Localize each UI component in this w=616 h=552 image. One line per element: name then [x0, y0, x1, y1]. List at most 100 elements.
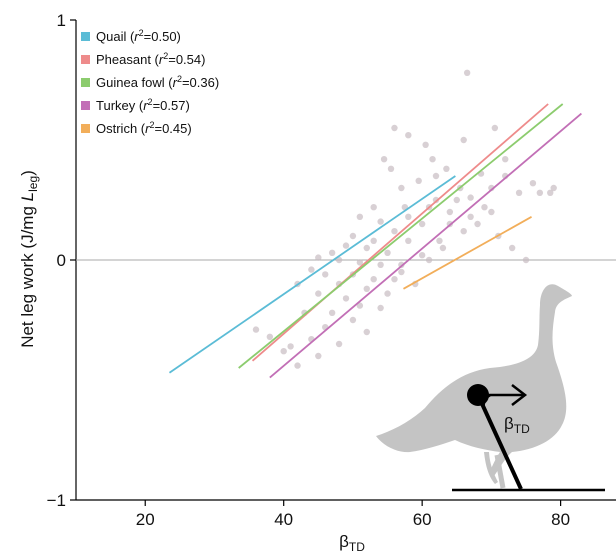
y-tick-label: −1 [47, 491, 66, 510]
data-point [391, 276, 398, 283]
data-point [280, 348, 287, 355]
data-point [391, 124, 398, 132]
data-point [384, 249, 391, 256]
data-point [377, 304, 384, 312]
data-point [405, 237, 412, 244]
data-point [266, 333, 274, 340]
data-point [443, 165, 450, 172]
data-point [439, 244, 447, 252]
data-point [322, 271, 329, 278]
data-point [342, 242, 350, 249]
data-point [356, 259, 364, 266]
data-point [547, 189, 554, 196]
regression-line-quail [168, 175, 456, 374]
y-tick-label: 1 [57, 11, 66, 30]
data-point [453, 196, 460, 204]
data-point [370, 237, 377, 244]
legend-swatch [81, 78, 90, 87]
data-point [398, 184, 405, 192]
bird-silhouette-icon [376, 284, 572, 489]
data-point [474, 220, 481, 228]
data-point [418, 220, 426, 228]
leg-line [476, 394, 523, 490]
data-point [460, 228, 467, 235]
y-tick-label: 0 [57, 251, 66, 270]
regression-lines [168, 103, 582, 379]
legend-entry: Turkey (r2=0.57) [96, 97, 190, 113]
legend-swatch [81, 124, 90, 133]
data-point [363, 285, 370, 292]
data-point [252, 326, 260, 333]
angle-arc-icon [483, 394, 492, 407]
x-axis-label: βTD [339, 532, 365, 552]
data-point [391, 228, 398, 235]
x-tick-label: 20 [136, 510, 155, 529]
data-point [467, 213, 474, 220]
legend-swatch [81, 55, 90, 64]
data-point [370, 276, 377, 283]
data-point [425, 256, 433, 264]
scatter-points [252, 69, 557, 369]
data-point [315, 352, 322, 360]
data-point [491, 124, 499, 132]
data-point [522, 256, 530, 264]
data-point [460, 136, 467, 144]
x-tick-label: 40 [274, 510, 293, 529]
data-point [488, 208, 495, 216]
data-point [294, 362, 301, 369]
regression-line-guinea-fowl [238, 103, 564, 369]
data-point [363, 328, 370, 336]
data-point [432, 196, 440, 204]
data-point [356, 302, 364, 309]
beta-annotation-label: βTD [504, 414, 530, 436]
regression-line-pheasant [251, 103, 549, 362]
legend-entry: Ostrich (r2=0.45) [96, 120, 192, 136]
data-point [349, 316, 357, 324]
data-point [422, 141, 429, 148]
legend: Quail (r2=0.50) Pheasant (r2=0.54) Guinea … [81, 28, 219, 136]
data-point [315, 290, 322, 297]
data-point [550, 184, 557, 192]
legend-swatch [81, 32, 90, 41]
data-point [315, 254, 322, 261]
data-point [363, 244, 370, 252]
data-point [335, 340, 343, 348]
data-point [387, 165, 395, 172]
data-point [380, 156, 388, 163]
data-point [384, 290, 391, 297]
axis-ticks: 20 40 60 80 −1 0 1 [47, 11, 570, 529]
legend-swatch [81, 101, 90, 110]
x-tick-label: 80 [551, 510, 570, 529]
data-point [377, 261, 384, 268]
data-point [328, 249, 336, 256]
data-point [418, 252, 426, 259]
data-point [342, 295, 350, 302]
data-point [377, 218, 384, 225]
x-tick-label: 60 [413, 510, 432, 529]
data-point [415, 177, 422, 184]
data-point [432, 172, 440, 180]
data-point [370, 204, 377, 211]
data-point [536, 189, 544, 196]
data-point [405, 132, 412, 139]
data-point [481, 204, 488, 211]
legend-entry: Pheasant (r2=0.54) [96, 51, 205, 67]
data-point [529, 180, 537, 187]
regression-line-ostrich [403, 216, 532, 290]
data-point [436, 237, 443, 244]
data-point [287, 343, 294, 350]
data-point [508, 244, 516, 252]
data-point [446, 208, 454, 216]
data-point [328, 309, 336, 316]
data-point [308, 266, 315, 273]
data-point [398, 268, 405, 276]
data-point [335, 256, 343, 264]
legend-entry: Guinea fowl (r2=0.36) [96, 74, 219, 90]
legend-entry: Quail (r2=0.50) [96, 28, 181, 44]
data-point [467, 194, 474, 201]
leg-angle-annotation: βTD [452, 384, 605, 492]
data-point [405, 213, 412, 220]
data-point [515, 189, 523, 196]
data-point [349, 232, 357, 240]
